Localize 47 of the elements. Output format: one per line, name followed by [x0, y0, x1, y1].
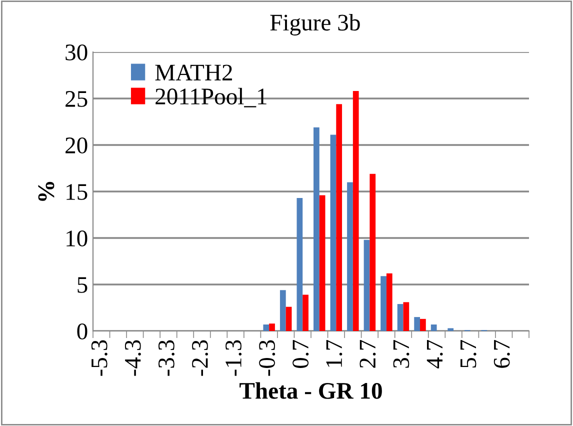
x-tick-label: -2.3	[192, 340, 208, 376]
bar	[314, 127, 320, 331]
x-tick-label: 3.7	[393, 340, 410, 368]
bar	[403, 302, 410, 331]
bar	[397, 304, 404, 331]
y-tick-label: 25	[66, 91, 88, 107]
legend-label: 2011Pool_1	[156, 88, 266, 108]
x-tick-label: -1.3	[226, 340, 242, 376]
x-tick-label: -0.3	[259, 340, 276, 376]
bar	[352, 91, 359, 331]
x-tick-label: -5.3	[91, 340, 108, 376]
legend-label: MATH2	[155, 64, 232, 80]
bar	[448, 328, 454, 331]
x-axis-title: Theta - GR 10	[240, 382, 382, 399]
y-tick-label: 20	[66, 137, 88, 154]
bar	[296, 198, 303, 331]
x-tick-label: -3.3	[158, 340, 174, 376]
y-tick-label: 15	[66, 184, 88, 200]
x-tick-label: 0.7	[292, 340, 309, 368]
bar	[386, 273, 392, 331]
bar	[430, 324, 437, 331]
bar	[420, 318, 426, 331]
y-axis-title: %	[38, 182, 54, 201]
bar	[330, 134, 336, 331]
bar	[302, 294, 308, 331]
bar	[263, 324, 270, 331]
bar	[319, 195, 326, 331]
bar	[414, 317, 420, 331]
bar	[280, 290, 286, 331]
y-tick-label: 30	[66, 44, 88, 60]
bar	[380, 276, 386, 331]
y-tick-label: 5	[78, 277, 88, 293]
x-tick-label: 2.7	[360, 340, 376, 368]
bar	[336, 104, 342, 331]
x-tick-label: -4.3	[124, 340, 141, 376]
y-tick-label: 0	[77, 323, 88, 340]
x-tick-label: 5.7	[460, 340, 476, 368]
bar	[370, 174, 376, 331]
x-tick-label: 1.7	[326, 340, 342, 367]
x-tick-label: 6.7	[494, 340, 510, 368]
chart-title: Figure 3b	[270, 14, 360, 36]
bar	[347, 182, 353, 331]
bar	[364, 240, 370, 331]
x-tick-label: 4.7	[426, 340, 443, 368]
y-tick-label: 10	[66, 230, 88, 246]
bar	[269, 324, 275, 331]
bar	[286, 306, 292, 331]
